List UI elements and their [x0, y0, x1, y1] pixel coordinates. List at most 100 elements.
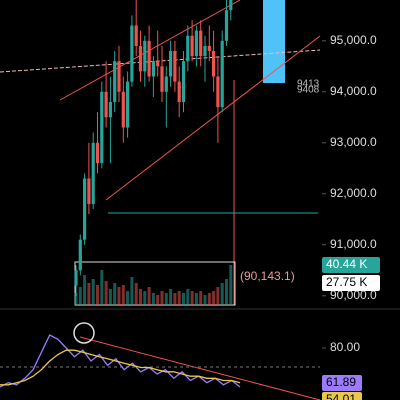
position-tool	[263, 0, 285, 83]
rsi-line	[0, 334, 241, 388]
candle-body	[134, 25, 138, 46]
volume-bar	[100, 270, 104, 305]
candle-body	[121, 91, 125, 128]
y-tick-label: 95,000.0	[330, 33, 377, 47]
volume-bar	[78, 287, 82, 305]
trend-line	[0, 49, 321, 73]
volume-bar	[164, 293, 168, 305]
candle-body	[130, 25, 134, 82]
channel-line	[105, 35, 321, 201]
badge	[322, 392, 362, 400]
candle-body	[169, 51, 173, 77]
candle-body	[203, 45, 207, 57]
candle-body	[190, 35, 194, 57]
badge	[322, 257, 380, 273]
volume-bar	[194, 293, 198, 305]
volume-bar	[108, 289, 112, 305]
volume-bar	[87, 283, 91, 305]
candle-body	[126, 81, 130, 128]
y-tick-label: 80.00	[330, 340, 360, 354]
volume-bar	[169, 289, 173, 305]
annotation: 9408	[297, 85, 320, 96]
volume-bar	[121, 285, 125, 305]
badge-label: 61.89	[326, 375, 356, 389]
candle-body	[181, 61, 186, 102]
badge-label: 27.75 K	[326, 275, 367, 289]
badge	[322, 375, 362, 391]
volume-bar	[104, 281, 108, 305]
volume-bar	[199, 291, 203, 305]
badge-label: 40.44 K	[326, 257, 367, 271]
volume-bar	[220, 283, 224, 305]
volume-bar	[173, 293, 177, 305]
volume-bar	[130, 277, 134, 305]
candle-body	[220, 40, 224, 108]
candle-body	[224, 10, 229, 41]
candle-body	[229, 0, 233, 11]
candle-body	[100, 91, 104, 164]
volume-bar	[74, 293, 78, 305]
candle-body	[117, 61, 121, 92]
candle-body	[143, 40, 147, 72]
annotation: 9413	[297, 79, 320, 90]
candle-body	[91, 142, 95, 204]
candle-body	[212, 51, 216, 77]
candle-body	[147, 40, 151, 77]
badge-label: 54.01	[326, 392, 356, 400]
candle-body	[151, 61, 155, 77]
y-tick-label: 94,000.0	[330, 84, 377, 98]
candle-body	[173, 51, 177, 82]
volume-bar	[96, 285, 99, 305]
candle-body	[74, 270, 78, 286]
y-tick-label: 91,000.0	[330, 237, 377, 251]
candle-body	[194, 30, 198, 57]
candle-body	[186, 35, 190, 62]
volume-bar	[134, 283, 138, 305]
annotation: (90,143.1)	[240, 269, 295, 283]
volume-bar	[216, 287, 220, 305]
candle-body	[177, 81, 181, 102]
badge	[322, 275, 380, 291]
candle-body	[87, 178, 91, 204]
volume-bar	[177, 291, 181, 305]
highlight-circle	[73, 322, 95, 344]
y-tick-label: 93,000.0	[330, 135, 377, 149]
candle-body	[104, 91, 108, 118]
candle-body	[113, 61, 117, 102]
volume-bar	[190, 291, 194, 305]
candle-body	[83, 178, 87, 240]
volume-bar	[207, 293, 211, 305]
rsi-trend-line	[79, 336, 321, 400]
candle-body	[108, 102, 112, 118]
candle-body	[216, 76, 220, 108]
rsi-line	[0, 349, 241, 386]
candle-body	[160, 66, 164, 92]
volume-bar	[126, 291, 130, 305]
y-tick-label: 90,000.0	[330, 288, 377, 302]
volume-bar	[225, 279, 228, 305]
candle-body	[156, 61, 160, 67]
y-tick-label: 92,000.0	[330, 186, 377, 200]
volume-bar	[182, 293, 185, 305]
candle-body	[199, 30, 203, 57]
volume-bar	[143, 291, 147, 305]
volume-bar	[212, 291, 216, 305]
volume-bar	[83, 275, 87, 305]
volume-bar	[151, 293, 155, 305]
volume-bar	[156, 295, 160, 305]
volume-bar	[91, 279, 95, 305]
volume-bar	[186, 289, 190, 305]
candle-body	[207, 45, 211, 51]
volume-bar	[117, 287, 121, 305]
volume-bar	[139, 289, 142, 305]
volume-bar	[113, 283, 117, 305]
candle-body	[138, 45, 143, 72]
volume-bar	[147, 287, 151, 305]
volume-bar	[229, 265, 233, 305]
volume-bar	[160, 291, 164, 305]
candle-body	[164, 76, 168, 92]
candle-body	[95, 142, 100, 164]
volume-bar	[203, 295, 207, 305]
